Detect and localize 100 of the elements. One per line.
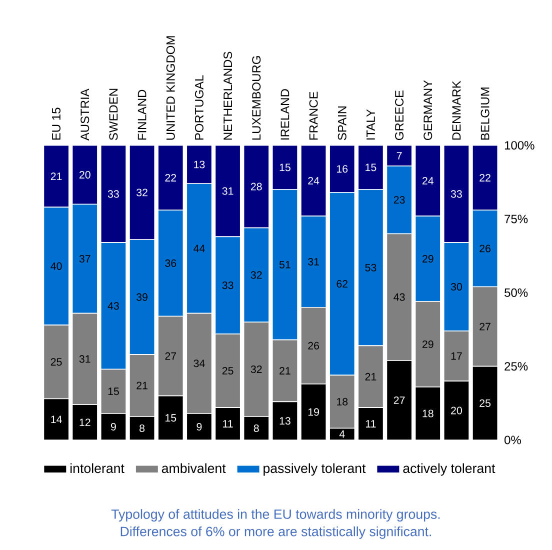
bar — [44, 145, 69, 208]
y-tick-label: 50% — [504, 288, 528, 297]
y-tick-label: 25% — [504, 362, 528, 371]
data-label: 27 — [480, 322, 490, 330]
data-label: 9 — [196, 422, 202, 431]
data-label: 44 — [194, 244, 205, 252]
x-tick-label: ITALY — [366, 109, 375, 140]
data-label: 43 — [108, 302, 119, 310]
text: Typology of attitudes in the EU towards minority groups. — [111, 509, 440, 522]
data-label: 27 — [394, 396, 405, 404]
data-label: 14 — [51, 416, 62, 424]
bar — [358, 407, 384, 440]
bar — [244, 145, 269, 228]
data-label: 24 — [422, 176, 434, 184]
bar — [472, 145, 498, 211]
bar — [386, 360, 412, 440]
bar — [386, 145, 412, 166]
x-tick-label: LUXEMBOURG — [252, 56, 261, 140]
data-label: 32 — [250, 366, 262, 374]
y-tick-label: 100% — [504, 141, 534, 150]
bar — [358, 145, 384, 190]
bar — [186, 145, 212, 184]
data-label: 7 — [396, 152, 402, 160]
data-label: 32 — [136, 188, 148, 196]
data-label: 11 — [223, 420, 233, 428]
bar — [243, 416, 270, 440]
x-tick-label: FRANCE — [309, 92, 318, 140]
bar — [158, 395, 184, 440]
data-label: 53 — [365, 264, 376, 272]
data-label: 18 — [337, 398, 348, 406]
data-label: 25 — [480, 399, 491, 407]
data-label: 22 — [165, 174, 176, 182]
bar — [443, 380, 470, 440]
data-label: 17 — [451, 352, 462, 360]
data-label: 21 — [365, 372, 376, 380]
data-label: 25 — [50, 358, 62, 366]
data-label: 43 — [394, 293, 405, 301]
x-tick-label: DENMARK — [452, 80, 461, 140]
data-label: 27 — [165, 352, 176, 360]
bar — [158, 145, 184, 210]
data-label: 33 — [108, 190, 119, 198]
bar — [414, 386, 441, 440]
data-label: 34 — [194, 360, 205, 368]
data-label: 33 — [222, 282, 234, 290]
data-label: 30 — [450, 283, 462, 291]
data-label: 13 — [194, 160, 205, 168]
data-label: 33 — [450, 190, 462, 198]
data-label: 20 — [451, 406, 462, 414]
data-label: 11 — [366, 420, 376, 428]
legend-label: actively tolerant — [403, 463, 496, 476]
data-label: 13 — [280, 417, 290, 425]
data-label: 4 — [339, 430, 345, 438]
x-tick-label: UNITED KINGDOM — [166, 36, 175, 140]
data-label: 31 — [79, 355, 90, 363]
bar — [100, 145, 126, 243]
data-label: 21 — [50, 172, 62, 180]
x-tick-label: SPAIN — [338, 106, 346, 140]
data-label: 29 — [422, 340, 434, 348]
data-label: 26 — [308, 342, 320, 350]
bar — [300, 145, 326, 216]
data-label: 19 — [308, 408, 319, 416]
data-label: 8 — [254, 424, 259, 432]
legend-label: intolerant — [70, 463, 124, 474]
y-tick-label: 0% — [504, 436, 521, 444]
data-label: 22 — [480, 174, 490, 182]
x-tick-label: AUSTRIA — [80, 88, 90, 141]
legend-label: ambivalent — [162, 463, 226, 474]
data-label: 23 — [394, 196, 405, 204]
data-label: 16 — [337, 165, 348, 173]
bar — [129, 145, 155, 240]
bar — [272, 145, 298, 190]
data-label: 62 — [336, 280, 348, 288]
data-label: 12 — [80, 418, 90, 426]
bar — [444, 145, 470, 243]
data-label: 24 — [308, 176, 320, 184]
text: Differences of 6% or more are statistically significant. — [120, 526, 431, 539]
x-tick-label: BELGIUM — [480, 88, 490, 140]
data-label: 37 — [79, 255, 90, 263]
data-label: 51 — [279, 260, 290, 268]
bar — [215, 145, 240, 237]
data-label: 15 — [280, 164, 290, 172]
data-label: 31 — [222, 187, 234, 195]
x-tick-label: FINLAND — [138, 90, 146, 140]
data-label: 29 — [422, 255, 434, 263]
data-label: 40 — [50, 262, 62, 270]
x-tick-label: PORTUGAL — [194, 75, 204, 140]
bar — [415, 145, 440, 216]
data-label: 36 — [165, 259, 176, 267]
data-label: 8 — [140, 424, 145, 432]
data-label: 18 — [422, 410, 434, 418]
data-label: 15 — [108, 388, 119, 396]
data-label: 26 — [480, 244, 491, 252]
data-label: 39 — [136, 293, 148, 301]
bar — [272, 401, 298, 440]
bar — [472, 366, 498, 440]
data-label: 9 — [110, 422, 116, 431]
data-label: 32 — [250, 271, 262, 279]
legend-label: passively tolerant — [264, 463, 366, 476]
data-label: 28 — [250, 182, 262, 190]
data-label: 21 — [280, 367, 290, 374]
